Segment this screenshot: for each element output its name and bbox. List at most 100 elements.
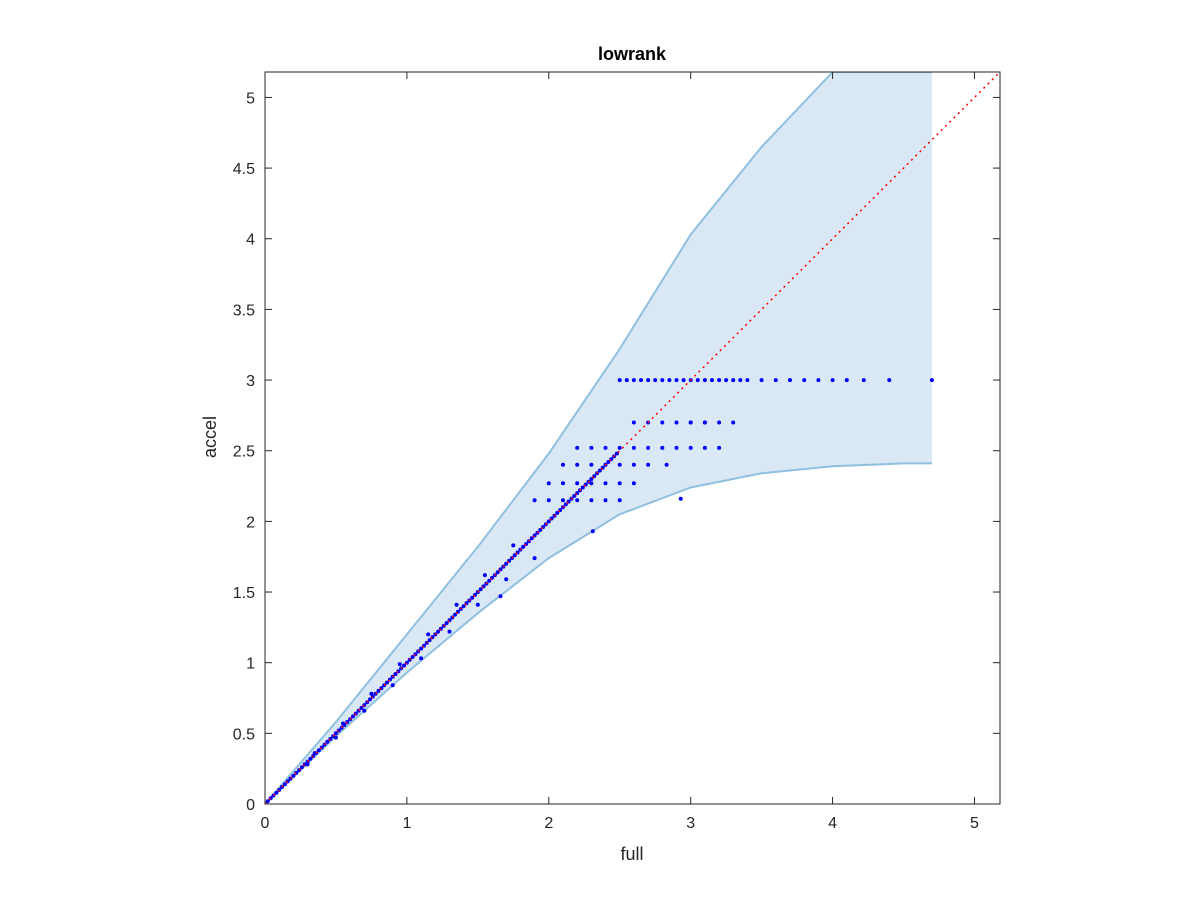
data-point bbox=[368, 697, 372, 702]
data-point bbox=[504, 577, 509, 582]
data-point bbox=[738, 378, 743, 383]
data-point bbox=[532, 498, 537, 503]
y-tick-label: 1 bbox=[246, 656, 255, 673]
data-point bbox=[639, 378, 643, 383]
data-point bbox=[426, 632, 431, 637]
data-point bbox=[521, 544, 526, 549]
x-tick-label: 0 bbox=[261, 815, 270, 832]
data-point bbox=[646, 445, 651, 450]
data-point bbox=[563, 502, 568, 507]
y-tick-label: 0.5 bbox=[233, 726, 255, 743]
data-point bbox=[532, 556, 537, 561]
data-point bbox=[308, 756, 313, 761]
data-point bbox=[495, 570, 500, 575]
y-tick-label: 3 bbox=[246, 373, 255, 390]
data-point bbox=[461, 604, 466, 609]
data-point bbox=[617, 498, 622, 503]
data-point bbox=[359, 705, 364, 710]
data-point bbox=[660, 378, 665, 383]
data-point bbox=[664, 462, 669, 467]
x-tick-label: 4 bbox=[828, 815, 837, 832]
data-point bbox=[410, 655, 415, 659]
data-point bbox=[436, 629, 441, 634]
data-point bbox=[555, 510, 560, 515]
data-point bbox=[575, 498, 580, 503]
x-tick-label: 5 bbox=[970, 815, 979, 832]
data-point bbox=[385, 680, 389, 685]
data-point bbox=[802, 378, 807, 383]
data-point bbox=[561, 462, 565, 467]
data-point bbox=[603, 445, 608, 450]
data-point bbox=[660, 420, 665, 425]
data-point bbox=[631, 420, 636, 425]
data-point bbox=[731, 378, 736, 383]
data-point bbox=[589, 498, 594, 503]
data-point bbox=[887, 378, 892, 383]
data-point bbox=[702, 378, 707, 383]
data-point bbox=[362, 708, 367, 713]
data-point bbox=[603, 481, 608, 486]
data-point bbox=[724, 378, 729, 383]
data-point bbox=[482, 573, 487, 578]
data-point bbox=[667, 378, 672, 383]
y-tick-label: 5 bbox=[246, 90, 255, 107]
data-point bbox=[688, 420, 693, 425]
data-point bbox=[427, 638, 432, 643]
y-tick-label: 1.5 bbox=[233, 585, 255, 602]
data-point bbox=[333, 731, 338, 736]
data-point bbox=[498, 594, 503, 599]
data-point bbox=[575, 481, 580, 486]
data-point bbox=[603, 498, 608, 503]
data-point bbox=[529, 536, 534, 541]
data-point bbox=[397, 662, 402, 667]
data-point bbox=[444, 621, 449, 626]
data-point bbox=[617, 445, 622, 450]
data-point bbox=[646, 378, 651, 383]
data-point bbox=[681, 378, 686, 383]
data-point bbox=[478, 587, 483, 592]
x-tick-label: 2 bbox=[544, 815, 553, 832]
data-point bbox=[504, 561, 509, 566]
data-point bbox=[470, 595, 475, 600]
data-point bbox=[561, 498, 565, 503]
data-point bbox=[453, 612, 458, 617]
data-point bbox=[376, 688, 381, 693]
data-point bbox=[710, 378, 714, 383]
data-point bbox=[538, 527, 543, 532]
data-point bbox=[816, 378, 821, 383]
data-point bbox=[788, 378, 792, 383]
data-point bbox=[572, 493, 577, 498]
data-point bbox=[678, 496, 683, 501]
data-point bbox=[325, 739, 330, 744]
data-point bbox=[617, 481, 622, 486]
y-tick-label: 2 bbox=[246, 514, 255, 531]
chart-title: lowrank bbox=[598, 44, 667, 64]
data-point bbox=[674, 445, 679, 450]
data-point bbox=[575, 462, 580, 467]
data-point bbox=[305, 762, 310, 767]
data-point bbox=[589, 462, 594, 467]
data-point bbox=[299, 765, 304, 770]
data-point bbox=[674, 378, 679, 383]
data-point bbox=[674, 420, 679, 425]
data-point bbox=[589, 445, 594, 450]
data-point bbox=[631, 378, 636, 383]
data-point bbox=[454, 602, 459, 607]
y-axis-label: accel bbox=[200, 416, 220, 458]
data-point bbox=[546, 519, 551, 524]
data-point bbox=[312, 751, 317, 756]
data-point bbox=[511, 543, 516, 548]
data-point bbox=[631, 481, 636, 486]
data-point bbox=[419, 656, 424, 661]
data-point bbox=[624, 378, 629, 383]
data-point bbox=[695, 378, 700, 383]
data-point bbox=[393, 672, 398, 676]
x-axis-label: full bbox=[620, 844, 643, 864]
data-point bbox=[717, 378, 722, 383]
data-point bbox=[546, 481, 551, 486]
data-point bbox=[333, 735, 338, 740]
data-point bbox=[291, 773, 296, 778]
data-point bbox=[717, 445, 722, 450]
data-point bbox=[487, 578, 492, 583]
data-point bbox=[759, 378, 764, 383]
